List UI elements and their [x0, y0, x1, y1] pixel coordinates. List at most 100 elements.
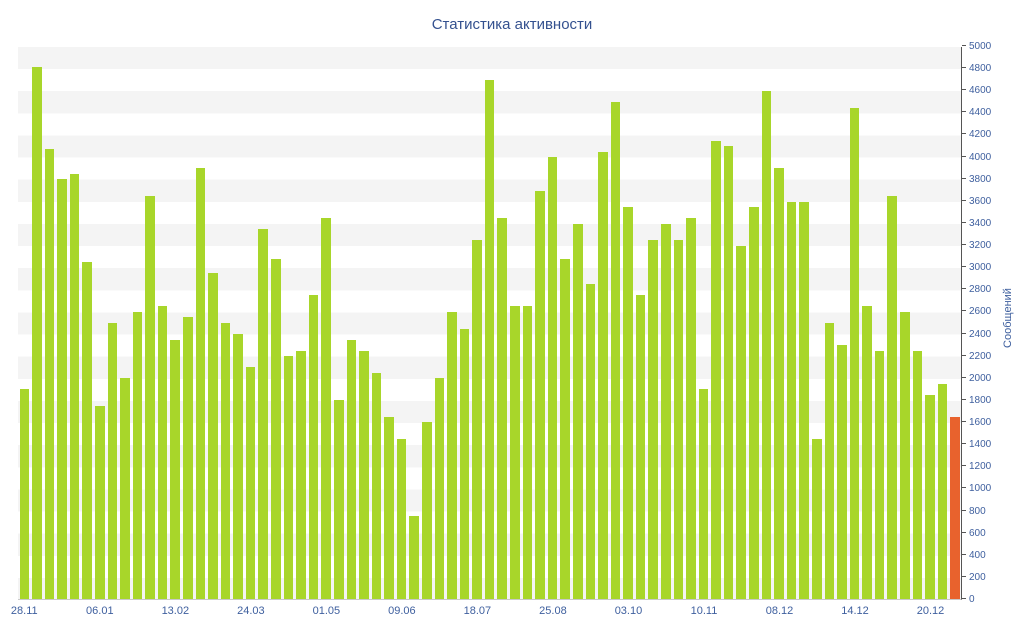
bar [686, 218, 696, 599]
bar [409, 516, 419, 599]
bar [157, 306, 168, 599]
x-axis: 28.11 06.01 13.02 24.03 01.05 09.06 18.07 25.08… [11, 605, 962, 621]
bar [786, 201, 797, 599]
y-tick-label: 4200 [962, 130, 991, 140]
bar [132, 311, 143, 599]
x-tick-label: 01.05 [312, 605, 341, 617]
y-tick-label: 0 [962, 595, 975, 605]
bar [283, 356, 294, 599]
y-tick-label: 800 [962, 506, 986, 517]
y-tick-label: 5000 [962, 42, 991, 52]
bar [69, 173, 80, 599]
y-axis: 0 200 400 600 800 1000 1200 1400 1600 1800 2000 220… [962, 42, 1022, 605]
bar [723, 146, 734, 599]
y-tick-label: 2200 [962, 351, 991, 362]
bar [459, 328, 470, 599]
bar [484, 80, 495, 599]
y-tick-label: 4600 [962, 86, 991, 96]
bar [862, 306, 872, 599]
bar [925, 394, 935, 599]
y-tick-label: 4000 [962, 152, 991, 163]
bar [874, 350, 885, 599]
bar [811, 438, 822, 599]
bar [296, 350, 306, 599]
bar [258, 229, 269, 599]
bar [560, 258, 570, 599]
x-tick-label: 03.10 [614, 605, 643, 617]
bar [19, 389, 30, 599]
y-axis-title: Сообщений [1002, 288, 1014, 348]
bar [359, 350, 369, 599]
bar [736, 245, 747, 599]
y-tick-label: 400 [962, 550, 986, 561]
bar [57, 179, 67, 599]
bar [660, 223, 671, 599]
bar [44, 148, 55, 599]
bar [94, 405, 105, 599]
y-tick-label: 1000 [962, 484, 991, 494]
bar [333, 400, 344, 599]
bar [635, 295, 646, 599]
bar [396, 438, 407, 599]
bar [849, 107, 860, 599]
y-tick-label: 3000 [962, 263, 991, 273]
bar [233, 334, 243, 599]
y-tick-label: 2800 [962, 285, 991, 295]
bar-highlighted [950, 416, 960, 599]
bar [220, 323, 231, 599]
y-tick-label: 3800 [962, 174, 991, 185]
bar [774, 168, 784, 599]
bar [937, 383, 948, 599]
x-tick-label: 08.12 [765, 605, 794, 617]
bar [749, 207, 759, 599]
bar [824, 323, 835, 599]
y-tick-label: 2600 [962, 307, 991, 317]
y-tick-label: 3400 [962, 218, 991, 229]
bar [572, 223, 583, 599]
bar [535, 190, 545, 599]
bar [271, 258, 281, 599]
y-tick-label: 3200 [962, 241, 991, 251]
bar [308, 295, 319, 599]
bar [208, 273, 218, 599]
bar [547, 157, 558, 599]
bar [32, 66, 42, 599]
bar [899, 311, 910, 599]
x-tick-label: 06.01 [86, 605, 114, 617]
bar [145, 196, 155, 599]
y-tick-label: 1800 [962, 395, 991, 406]
x-tick-label: 28.11 [10, 605, 38, 617]
chart-title: Статистика активности [431, 16, 593, 33]
y-tick-label: 2400 [962, 329, 991, 340]
x-tick-label: 18.07 [463, 605, 492, 617]
bar [598, 151, 608, 599]
bar [321, 218, 331, 599]
bar [673, 240, 684, 599]
y-tick-label: 1600 [962, 418, 991, 428]
x-tick-label: 10.11 [690, 605, 718, 617]
bar [434, 378, 445, 599]
bar [472, 240, 482, 599]
x-tick-label: 25.08 [539, 605, 567, 617]
x-tick-label: 14.12 [841, 605, 869, 617]
x-tick-label: 24.03 [237, 605, 265, 617]
y-tick-label: 3600 [962, 196, 991, 207]
bar [510, 306, 520, 599]
y-tick-label: 200 [962, 572, 986, 583]
bar [698, 389, 709, 599]
bar [522, 306, 533, 599]
plot-area [18, 47, 962, 600]
bar [183, 317, 193, 599]
bar [120, 378, 130, 599]
bar [384, 416, 394, 599]
bar [371, 372, 382, 599]
bar [447, 311, 457, 599]
bar [82, 262, 92, 599]
y-tick-label: 600 [962, 528, 986, 539]
bar [585, 284, 596, 599]
bar [887, 196, 897, 599]
y-tick-label: 4400 [962, 108, 991, 118]
bar [711, 140, 721, 599]
bar [346, 339, 357, 599]
x-tick-label: 13.02 [161, 605, 190, 617]
